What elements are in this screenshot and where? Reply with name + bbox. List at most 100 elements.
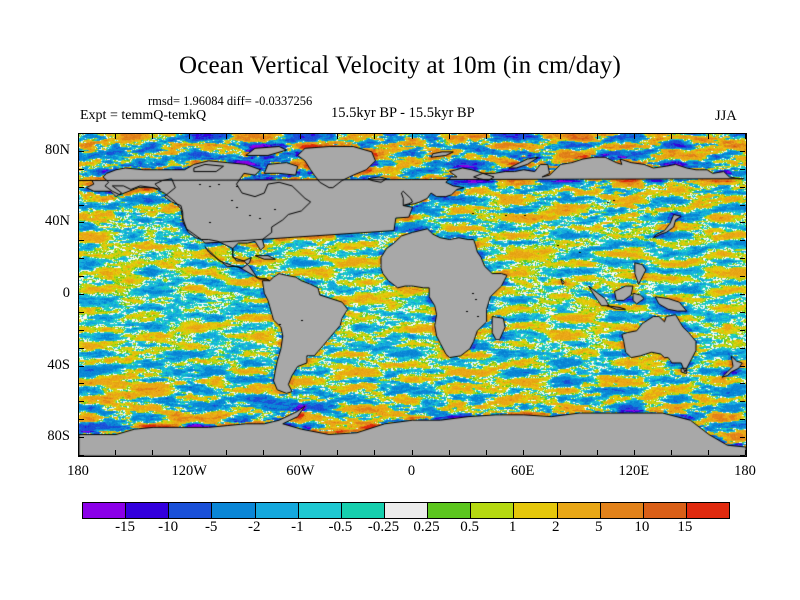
y-axis-label-80N: 80N [45, 141, 70, 158]
y-axis-tick [740, 437, 745, 438]
x-axis-tick [634, 450, 635, 455]
y-axis-tick [740, 151, 745, 152]
x-axis-tick [152, 450, 153, 455]
colorbar-cell-1 [126, 503, 170, 518]
colorbar-cell-6 [341, 503, 385, 518]
x-axis-tick [523, 134, 524, 139]
y-axis-tick [79, 437, 84, 438]
colorbar-cell-11 [557, 503, 601, 518]
y-axis-tick [79, 455, 84, 456]
y-axis-tick [79, 366, 84, 367]
x-axis-tick [263, 450, 264, 455]
x-axis-label-180: 180 [67, 463, 89, 479]
x-axis-tick [708, 450, 709, 455]
y-axis-tick [740, 455, 745, 456]
x-axis-tick [486, 450, 487, 455]
x-axis-tick [115, 134, 116, 139]
y-axis-tick [740, 205, 745, 206]
colorbar-label-0: -15 [115, 519, 136, 535]
y-axis-tick [79, 419, 84, 420]
colorbar-label-10: 2 [551, 519, 560, 535]
y-axis-tick [79, 348, 84, 349]
x-axis-tick [300, 134, 301, 139]
vertical-velocity-heatmap [79, 134, 746, 456]
x-axis-tick [560, 450, 561, 455]
x-axis-tick [189, 450, 190, 455]
y-axis-tick [79, 151, 84, 152]
colorbar-label-2: -5 [204, 519, 218, 535]
x-axis-tick [745, 450, 746, 455]
x-axis-tick [412, 134, 413, 139]
colorbar-label-7: 0.25 [413, 519, 440, 535]
y-axis-tick [79, 133, 84, 134]
x-axis-tick [78, 450, 79, 455]
y-axis-tick [79, 330, 84, 331]
x-axis-tick [523, 450, 524, 455]
y-axis-tick [740, 222, 745, 223]
page-title: Ocean Vertical Velocity at 10m (in cm/da… [178, 52, 622, 79]
x-axis-tick [337, 450, 338, 455]
x-axis-tick [374, 450, 375, 455]
y-axis-tick [79, 276, 84, 277]
y-axis-label-80S: 80S [47, 428, 70, 445]
y-axis-tick [740, 312, 745, 313]
x-axis-tick [412, 450, 413, 455]
colorbar-label-4: -1 [291, 519, 304, 535]
y-axis-tick [79, 294, 84, 295]
y-axis-tick [79, 383, 84, 384]
x-axis-tick [597, 134, 598, 139]
colorbar-cell-8 [428, 503, 472, 518]
x-axis-tick [226, 450, 227, 455]
colorbar-cell-0 [83, 503, 127, 518]
y-axis-tick [79, 187, 84, 188]
colorbar [82, 502, 730, 519]
x-axis-tick [263, 134, 264, 139]
y-axis-tick [740, 169, 745, 170]
x-axis-tick [226, 134, 227, 139]
x-axis-tick [745, 134, 746, 139]
y-axis-tick [740, 240, 745, 241]
x-axis-tick [449, 134, 450, 139]
y-axis-tick [740, 258, 745, 259]
colorbar-cell-3 [212, 503, 256, 518]
season-label: JJA [715, 108, 737, 124]
map-plot-area [78, 133, 747, 457]
x-axis-tick [78, 134, 79, 139]
colorbar-label-5: -0.5 [328, 519, 353, 535]
x-axis-tick [115, 450, 116, 455]
colorbar-label-11: 5 [595, 519, 603, 535]
colorbar-cell-2 [169, 503, 213, 518]
y-axis-tick [79, 258, 84, 259]
x-axis-tick [671, 450, 672, 455]
y-axis-tick [79, 205, 84, 206]
y-axis-tick [740, 276, 745, 277]
colorbar-cell-13 [643, 503, 687, 518]
colorbar-cell-12 [600, 503, 644, 518]
x-axis-tick [597, 450, 598, 455]
y-axis-tick [740, 348, 745, 349]
colorbar-label-9: 1 [508, 519, 517, 535]
y-axis-tick [79, 240, 84, 241]
colorbar-cell-9 [471, 503, 515, 518]
x-axis-tick [560, 134, 561, 139]
y-axis-label-40N: 40N [45, 213, 70, 230]
y-axis-tick [79, 169, 84, 170]
y-axis-label-0: 0 [62, 285, 70, 301]
x-axis-label-60W: 60W [286, 463, 315, 479]
x-axis-tick [189, 134, 190, 139]
experiment-label: Expt = temmQ-temkQ [80, 108, 207, 123]
x-axis-label-180: 180 [734, 463, 756, 479]
x-axis-tick [152, 134, 153, 139]
colorbar-label-3: -2 [248, 519, 261, 535]
y-axis-tick [740, 383, 745, 384]
y-axis-tick [740, 330, 745, 331]
y-axis-tick [740, 294, 745, 295]
x-axis-tick [449, 450, 450, 455]
colorbar-cell-10 [514, 503, 558, 518]
colorbar-cell-7 [384, 503, 429, 518]
x-axis-tick [671, 134, 672, 139]
y-axis-tick [740, 401, 745, 402]
y-axis-tick [740, 187, 745, 188]
colorbar-label-6: -0.25 [367, 519, 400, 535]
y-axis-tick [79, 401, 84, 402]
